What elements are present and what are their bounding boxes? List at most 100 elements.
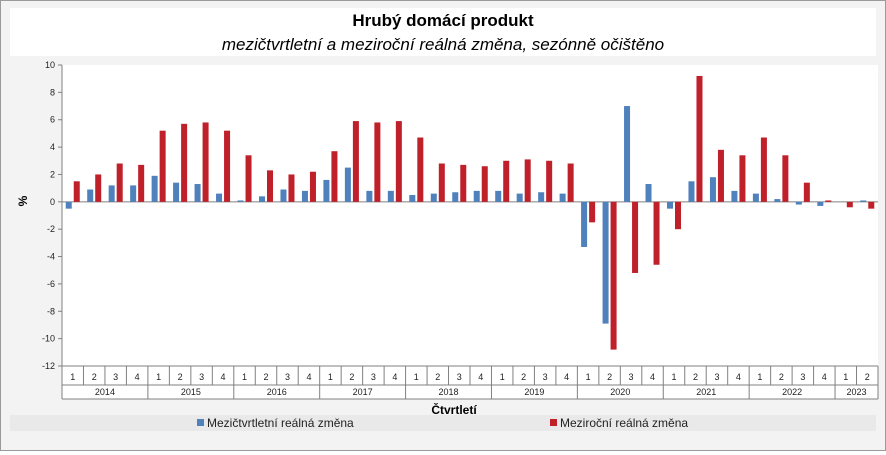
- bar-qoq: [666, 201, 673, 209]
- year-label: 2018: [439, 387, 459, 397]
- chart-subtitle: mezičtvrtletní a meziroční reálná změna,…: [222, 35, 664, 54]
- bar-yoy: [438, 163, 445, 202]
- quarter-label: 3: [113, 372, 118, 382]
- bar-qoq: [473, 190, 480, 202]
- quarter-label: 2: [178, 372, 183, 382]
- quarter-label: 4: [650, 372, 655, 382]
- y-tick-label: 8: [50, 87, 55, 97]
- bar-yoy: [374, 122, 381, 202]
- bar-qoq: [624, 106, 631, 202]
- bar-qoq: [430, 193, 437, 202]
- y-tick-label: 10: [45, 60, 55, 70]
- year-label: 2021: [696, 387, 716, 397]
- bar-qoq: [366, 190, 373, 202]
- bar-qoq: [559, 193, 566, 202]
- bar-yoy: [181, 123, 188, 202]
- bar-yoy: [524, 159, 531, 202]
- quarter-label: 3: [285, 372, 290, 382]
- legend-band: [10, 415, 876, 431]
- bar-yoy: [267, 170, 274, 202]
- quarter-label: 2: [263, 372, 268, 382]
- quarter-label: 1: [70, 372, 75, 382]
- x-axis-label: Čtvrtletí: [431, 402, 477, 417]
- bar-qoq: [817, 201, 824, 206]
- quarter-label: 2: [92, 372, 97, 382]
- bar-yoy: [782, 155, 789, 202]
- quarter-label: 3: [199, 372, 204, 382]
- bar-qoq: [516, 193, 523, 202]
- quarter-label: 1: [500, 372, 505, 382]
- bar-qoq: [602, 201, 609, 324]
- quarter-label: 2: [349, 372, 354, 382]
- y-tick-label: -4: [47, 252, 55, 262]
- quarter-label: 4: [392, 372, 397, 382]
- bar-yoy: [567, 163, 574, 202]
- quarter-label: 2: [693, 372, 698, 382]
- year-label: 2020: [610, 387, 630, 397]
- quarter-label: 1: [156, 372, 161, 382]
- bar-yoy: [95, 174, 102, 202]
- bar-qoq: [538, 192, 545, 202]
- bar-yoy: [159, 130, 166, 202]
- bar-qoq: [258, 196, 265, 202]
- bar-qoq: [860, 200, 867, 202]
- y-axis-label: %: [16, 195, 30, 206]
- bar-yoy: [760, 137, 767, 202]
- legend-swatch-qoq: [197, 419, 204, 426]
- bar-qoq: [173, 182, 180, 202]
- bar-yoy: [73, 181, 80, 202]
- bar-qoq: [216, 193, 223, 202]
- year-label: 2015: [181, 387, 201, 397]
- bar-yoy: [503, 160, 510, 202]
- quarter-label: 4: [564, 372, 569, 382]
- bar-yoy: [460, 164, 467, 202]
- bar-yoy: [331, 151, 338, 202]
- quarter-label: 1: [757, 372, 762, 382]
- bar-qoq: [130, 185, 137, 202]
- bar-qoq: [301, 190, 308, 202]
- bar-yoy: [395, 121, 402, 202]
- quarter-label: 4: [135, 372, 140, 382]
- bar-qoq: [774, 199, 781, 202]
- y-tick-label: 2: [50, 169, 55, 179]
- quarter-label: 1: [242, 372, 247, 382]
- legend-label-qoq: Mezičtvrtletní reálná změna: [207, 416, 354, 430]
- bar-yoy: [803, 182, 810, 202]
- bar-yoy: [739, 155, 746, 202]
- year-label: 2023: [847, 387, 867, 397]
- bar-qoq: [581, 201, 588, 247]
- quarter-label: 2: [865, 372, 870, 382]
- quarter-label: 1: [414, 372, 419, 382]
- bar-yoy: [825, 200, 832, 202]
- y-tick-label: -12: [42, 361, 55, 371]
- quarter-label: 1: [328, 372, 333, 382]
- bar-yoy: [632, 201, 639, 273]
- bar-yoy: [309, 171, 316, 202]
- bar-yoy: [846, 201, 853, 208]
- bar-qoq: [495, 190, 502, 202]
- year-label: 2014: [95, 387, 115, 397]
- bar-yoy: [589, 201, 596, 223]
- year-label: 2022: [782, 387, 802, 397]
- quarter-label: 4: [822, 372, 827, 382]
- quarter-label: 4: [221, 372, 226, 382]
- bar-yoy: [653, 201, 660, 265]
- y-tick-label: -2: [47, 224, 55, 234]
- title-band: [10, 8, 876, 56]
- bar-qoq: [87, 189, 94, 202]
- bar-yoy: [610, 201, 617, 350]
- bar-qoq: [194, 184, 201, 202]
- y-tick-label: -10: [42, 334, 55, 344]
- bar-yoy: [675, 201, 682, 230]
- bars-group: [65, 75, 875, 350]
- bar-yoy: [417, 137, 424, 202]
- bar-qoq: [108, 185, 115, 202]
- y-tick-label: 4: [50, 142, 55, 152]
- quarter-label: 4: [306, 372, 311, 382]
- bar-qoq: [237, 200, 244, 202]
- quarter-label: 3: [543, 372, 548, 382]
- quarter-label: 3: [800, 372, 805, 382]
- bar-qoq: [151, 175, 158, 202]
- bar-yoy: [116, 163, 123, 202]
